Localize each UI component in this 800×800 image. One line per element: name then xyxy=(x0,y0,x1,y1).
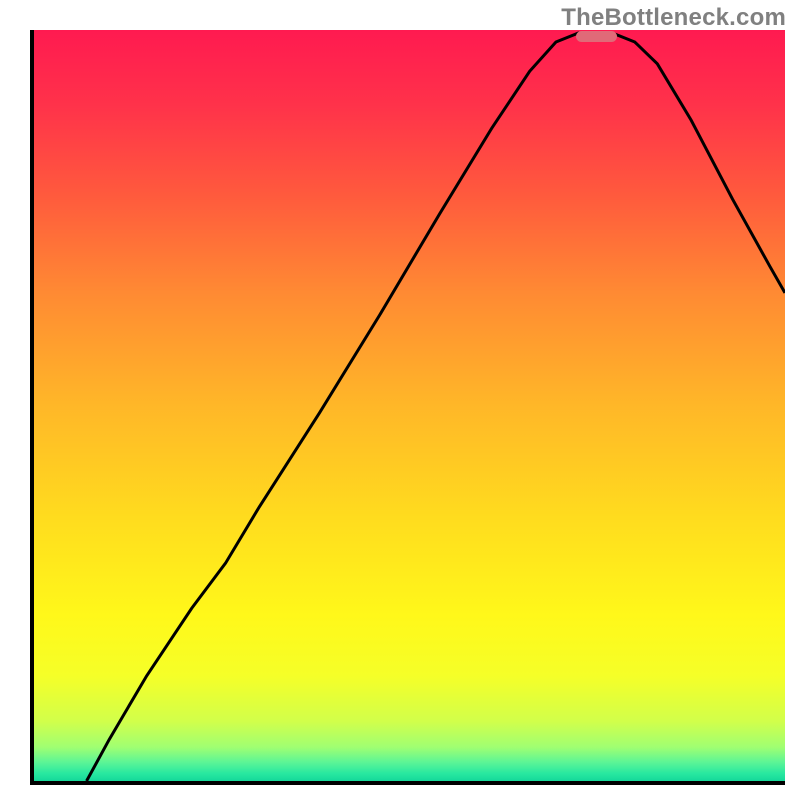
watermark-text: TheBottleneck.com xyxy=(561,4,786,32)
plot-area xyxy=(30,30,785,785)
curve-path xyxy=(87,33,785,781)
optimal-marker xyxy=(576,31,618,42)
chart-canvas: TheBottleneck.com xyxy=(0,0,800,800)
bottleneck-curve xyxy=(34,30,785,781)
